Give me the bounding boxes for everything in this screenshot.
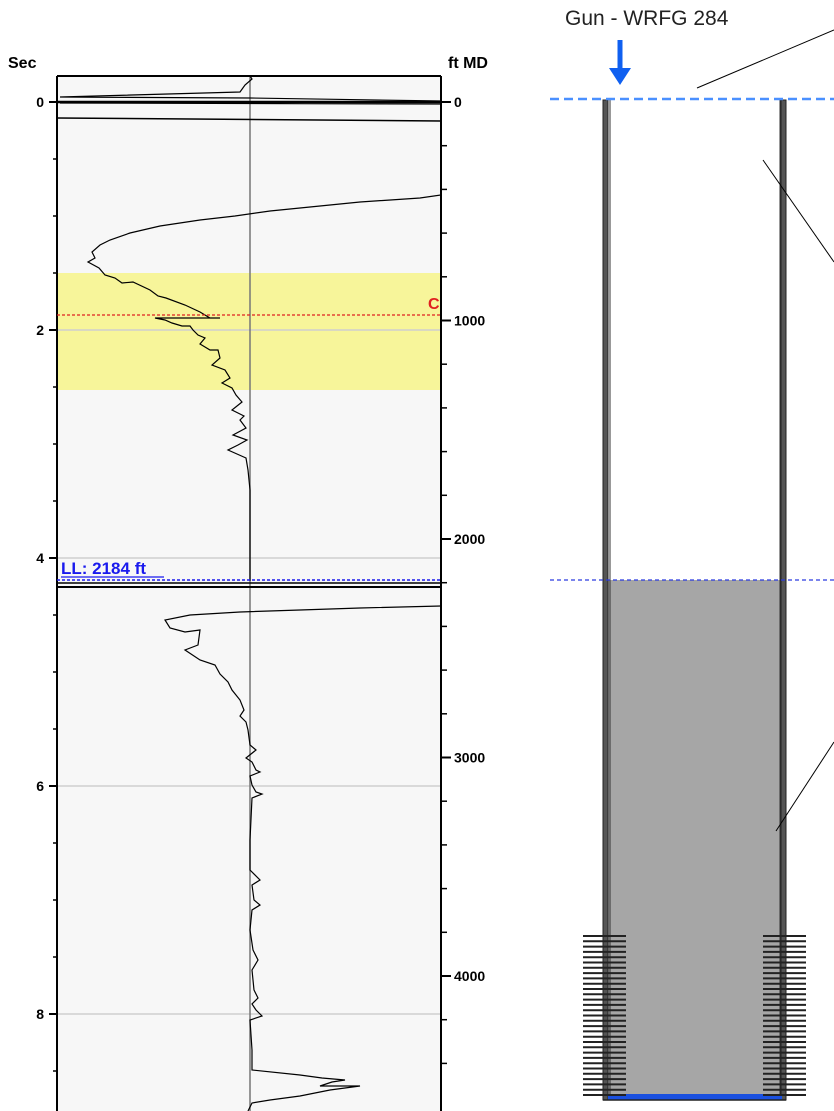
depth-tick-label: 4000 <box>454 968 485 984</box>
depth-tick-label: 1000 <box>454 313 485 329</box>
sec-tick-label: 4 <box>36 550 44 566</box>
sec-tick-label: 0 <box>36 94 44 110</box>
sec-axis: 0 2 4 6 8 <box>36 94 57 1072</box>
gridlines <box>57 329 441 1015</box>
sec-tick-label: 8 <box>36 1006 44 1022</box>
fluid-column <box>608 580 782 1099</box>
depth-axis: 0 1000 2000 3000 4000 <box>441 94 485 1065</box>
marker-c-label: C <box>428 296 440 313</box>
gun-label: Gun - WRFG 284 <box>565 7 729 30</box>
sec-tick-label: 6 <box>36 778 44 794</box>
casing-right-wall <box>780 99 787 1101</box>
casing-left-wall <box>602 99 609 1101</box>
perforations-left <box>583 935 626 1096</box>
sec-tick-label: 2 <box>36 322 44 338</box>
depth-tick-label: 3000 <box>454 750 485 766</box>
depth-tick-label: 2000 <box>454 531 485 547</box>
well-bottom <box>608 1094 782 1100</box>
right-axis-title: ft MD <box>448 55 488 72</box>
gun-arrow-icon <box>609 40 631 85</box>
echo-trace-lower <box>164 605 442 1111</box>
collar-zone-highlight <box>57 273 441 390</box>
wellbore-schematic: Gun - WRFG 284 <box>550 7 834 1101</box>
depth-tick-label: 0 <box>454 94 462 110</box>
left-axis-title: Sec <box>8 55 37 72</box>
plot-background <box>57 76 441 1111</box>
echo-trace-upper <box>59 75 442 581</box>
perforations-right <box>763 935 806 1096</box>
leader-line-gas-column <box>762 159 834 263</box>
echo-log-panel: C LL: 2184 ft Sec ft MD 0 2 4 6 8 0 1000 2000 3… <box>8 55 488 1111</box>
leader-line-surface <box>696 29 834 89</box>
leader-line-fluid <box>775 741 834 832</box>
shot-line-lower <box>56 117 442 122</box>
liquid-level-label: LL: 2184 ft <box>61 559 146 578</box>
